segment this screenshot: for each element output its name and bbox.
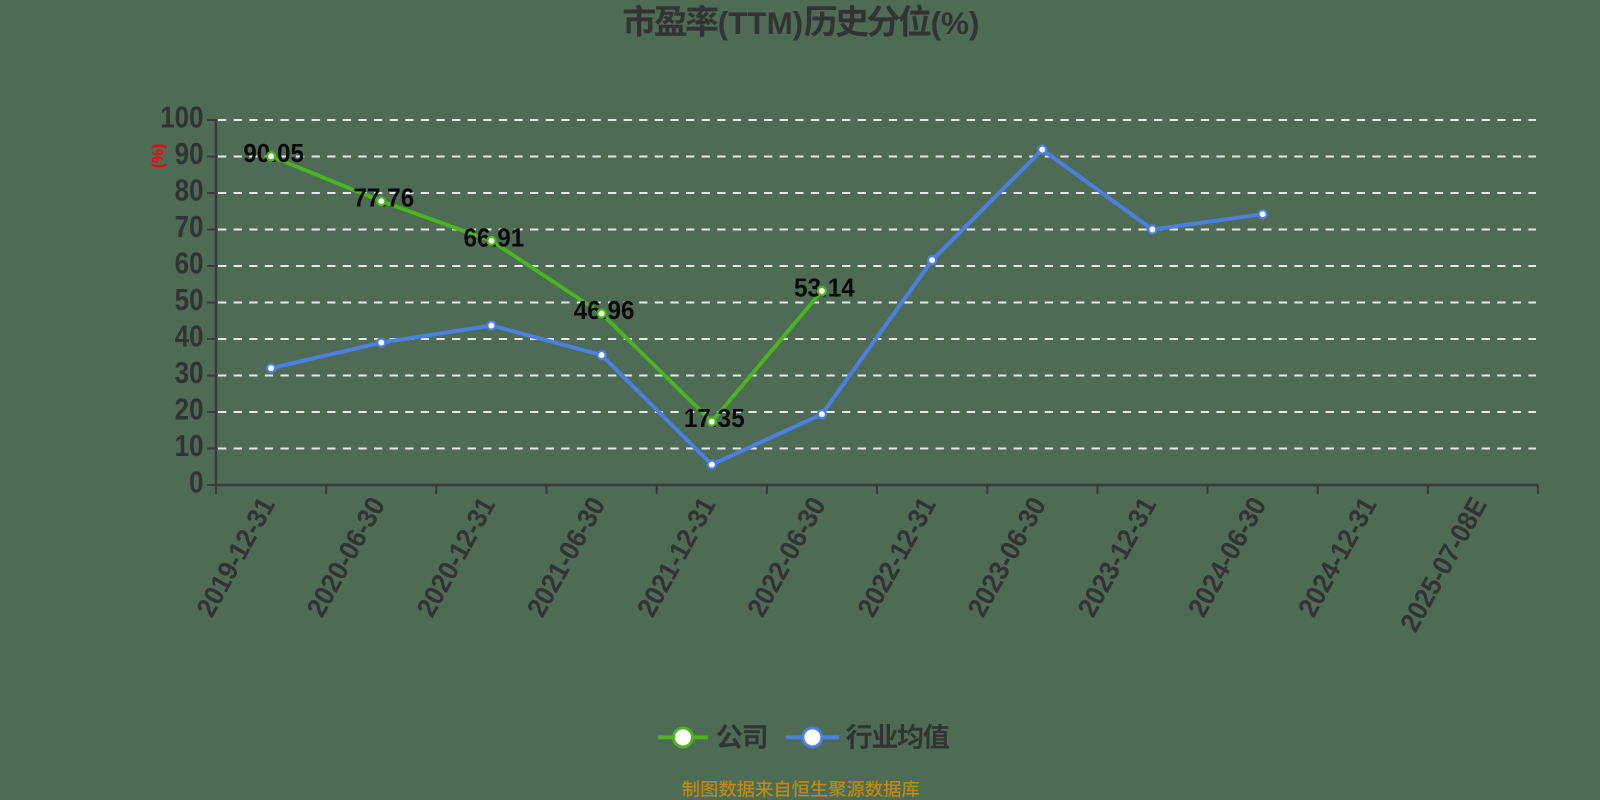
svg-text:50: 50: [175, 282, 204, 316]
svg-text:2020-12-31: 2020-12-31: [411, 492, 502, 622]
svg-text:80: 80: [175, 172, 204, 206]
svg-text:2022-06-30: 2022-06-30: [741, 492, 832, 622]
svg-text:10: 10: [175, 428, 204, 462]
svg-text:2024-12-31: 2024-12-31: [1292, 492, 1383, 622]
svg-text:2025-07-08E: 2025-07-08E: [1394, 492, 1493, 637]
svg-text:0: 0: [189, 464, 203, 498]
svg-text:40: 40: [175, 318, 204, 352]
svg-text:2023-06-30: 2023-06-30: [961, 492, 1052, 622]
svg-text:2019-12-31: 2019-12-31: [190, 492, 281, 622]
svg-text:(TTM): (TTM): [718, 6, 803, 41]
svg-text:2022-12-31: 2022-12-31: [851, 492, 942, 622]
svg-text:70: 70: [175, 209, 204, 243]
svg-text:30: 30: [175, 355, 204, 389]
svg-text:2023-12-31: 2023-12-31: [1072, 492, 1163, 622]
svg-text:2020-06-30: 2020-06-30: [300, 492, 391, 622]
svg-text:60: 60: [175, 245, 204, 279]
svg-text:90: 90: [175, 136, 204, 170]
svg-text:100: 100: [160, 99, 203, 133]
svg-text:2024-06-30: 2024-06-30: [1182, 492, 1273, 622]
svg-text:(%): (%): [150, 144, 167, 169]
svg-text:(%): (%): [931, 6, 980, 41]
svg-text:2021-06-30: 2021-06-30: [521, 492, 612, 622]
svg-text:2021-12-31: 2021-12-31: [631, 492, 722, 622]
svg-text:20: 20: [175, 391, 204, 425]
